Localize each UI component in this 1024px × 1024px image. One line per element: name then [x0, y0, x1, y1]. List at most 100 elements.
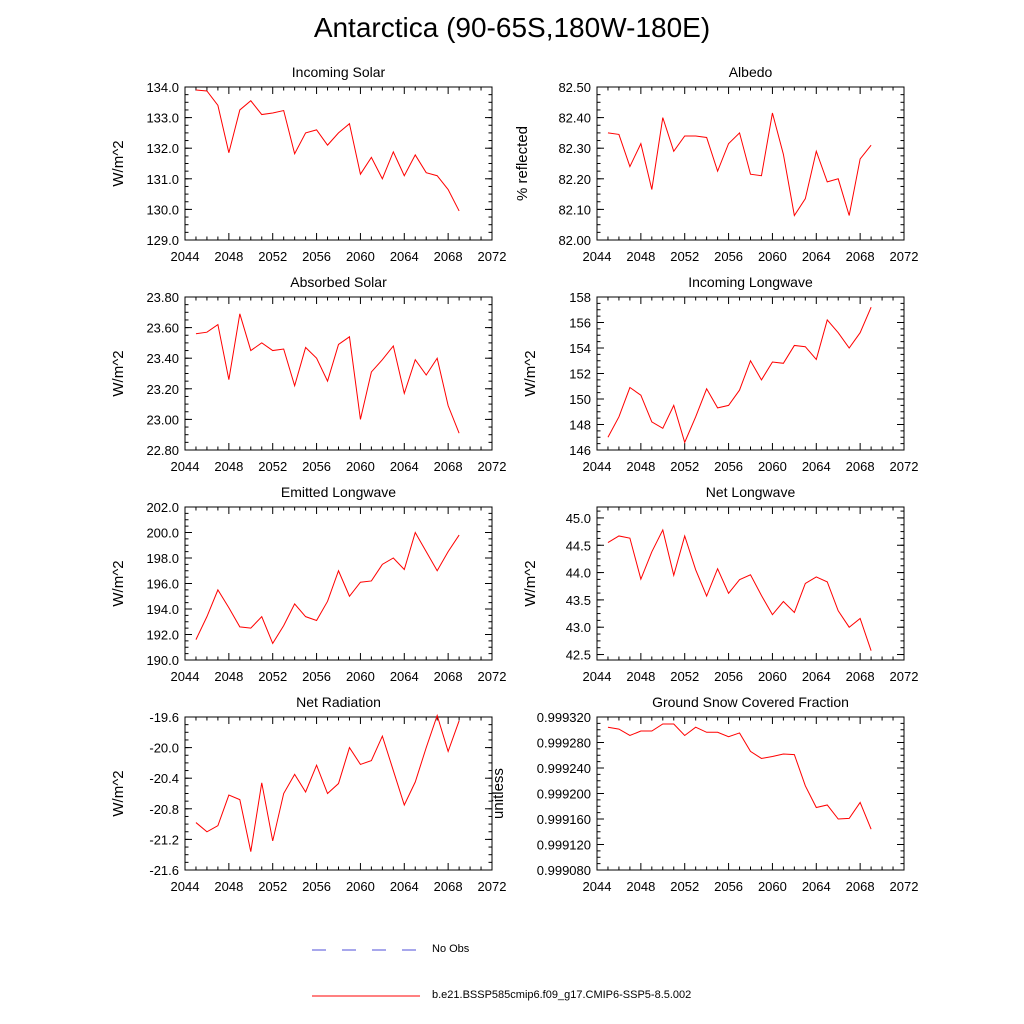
y-tick-label: 0.999160: [537, 812, 591, 827]
panel-7: Net Radiation 2044 2048 2052 2056 2060 2064 206…: [110, 694, 506, 894]
panel-title: Incoming Solar: [292, 64, 386, 80]
y-tick-label: 22.80: [146, 443, 179, 458]
x-tick-label: 2072: [890, 459, 919, 474]
x-tick-label: 2052: [670, 249, 699, 264]
panel-3: Absorbed Solar 2044 2048 2052 2056 2060 2064 20…: [110, 274, 506, 474]
x-tick-label: 2044: [171, 459, 200, 474]
panel-4: Incoming Longwave 2044 2048 2052 2056 2060 206…: [522, 274, 918, 474]
y-tick-label: -19.6: [149, 710, 179, 725]
x-tick-label: 2056: [302, 669, 331, 684]
plot-frame: [596, 506, 905, 661]
y-tick-label: 146: [569, 443, 591, 458]
x-tick-label: 2072: [478, 249, 507, 264]
y-tick-label: 23.80: [146, 290, 179, 305]
y-tick-label: 194.0: [146, 602, 179, 617]
x-tick-label: 2044: [583, 459, 612, 474]
x-tick-label: 2048: [626, 459, 655, 474]
x-tick-label: 2052: [670, 879, 699, 894]
panel-1: Incoming Solar 2044 2048 2052 2056 2060 2064 20…: [110, 64, 506, 264]
y-tick-label: 23.60: [146, 321, 179, 336]
plot-frame: [596, 86, 905, 241]
x-tick-label: 2072: [478, 879, 507, 894]
x-tick-label: 2056: [302, 459, 331, 474]
x-tick-label: 2072: [890, 669, 919, 684]
y-tick-label: -21.2: [149, 832, 179, 847]
plot-frame: [596, 716, 905, 871]
y-tick-label: 0.999200: [537, 787, 591, 802]
panel-title: Net Radiation: [296, 694, 381, 710]
y-axis-label: % reflected: [514, 126, 531, 201]
x-tick-label: 2064: [390, 879, 419, 894]
y-tick-label: 42.5: [566, 648, 591, 663]
x-tick-label: 2068: [846, 879, 875, 894]
y-axis-label: W/m^2: [110, 560, 127, 606]
panel-title: Emitted Longwave: [281, 484, 396, 500]
y-tick-label: 0.999120: [537, 838, 591, 853]
series-line-1: [607, 723, 872, 830]
y-tick-label: 198.0: [146, 551, 179, 566]
x-tick-label: 2052: [258, 669, 287, 684]
panel-title: Net Longwave: [706, 484, 796, 500]
x-tick-label: 2052: [670, 459, 699, 474]
panel-6: Net Longwave 2044 2048 2052 2056 2060 2064 2068…: [522, 484, 918, 684]
y-tick-label: 0.999240: [537, 761, 591, 776]
panel-5: Emitted Longwave 2044 2048 2052 2056 2060 2064…: [110, 484, 506, 684]
y-tick-label: -20.8: [149, 802, 179, 817]
panel-title: Absorbed Solar: [290, 274, 387, 290]
x-tick-label: 2060: [758, 879, 787, 894]
y-tick-label: 154: [569, 341, 591, 356]
x-tick-label: 2052: [258, 249, 287, 264]
x-tick-label: 2060: [346, 249, 375, 264]
y-tick-label: 0.999280: [537, 736, 591, 751]
plot-frame: [184, 296, 493, 451]
plot-frame: [184, 86, 493, 241]
x-tick-label: 2056: [714, 459, 743, 474]
x-tick-label: 2072: [890, 249, 919, 264]
x-tick-label: 2068: [846, 669, 875, 684]
x-tick-label: 2060: [758, 459, 787, 474]
panel-2: Albedo 2044 2048 2052 2056 2060 2064 2068 2072 82…: [514, 64, 918, 264]
y-tick-label: 134.0: [146, 80, 179, 95]
x-tick-label: 2044: [583, 669, 612, 684]
x-tick-label: 2060: [346, 879, 375, 894]
x-tick-label: 2056: [714, 879, 743, 894]
y-tick-label: 82.20: [558, 172, 591, 187]
x-tick-label: 2052: [258, 879, 287, 894]
y-tick-label: 152: [569, 367, 591, 382]
y-tick-label: 43.0: [566, 620, 591, 635]
panel-title: Albedo: [729, 64, 773, 80]
y-tick-label: -20.0: [149, 741, 179, 756]
x-tick-label: 2056: [714, 249, 743, 264]
x-tick-label: 2052: [670, 669, 699, 684]
y-tick-label: 82.50: [558, 80, 591, 95]
x-tick-label: 2048: [214, 459, 243, 474]
x-tick-label: 2060: [758, 669, 787, 684]
y-axis-label: W/m^2: [110, 770, 127, 816]
y-tick-label: 23.00: [146, 412, 179, 427]
series-line-1: [195, 89, 460, 212]
y-tick-label: 192.0: [146, 628, 179, 643]
x-tick-label: 2068: [434, 459, 463, 474]
x-tick-label: 2044: [583, 879, 612, 894]
x-tick-label: 2044: [583, 249, 612, 264]
series-line-1: [195, 531, 460, 645]
x-tick-label: 2064: [802, 879, 831, 894]
x-tick-label: 2064: [802, 459, 831, 474]
x-tick-label: 2056: [302, 879, 331, 894]
x-tick-label: 2060: [346, 669, 375, 684]
y-tick-label: 44.0: [566, 566, 591, 581]
y-tick-label: -20.4: [149, 771, 179, 786]
y-tick-label: 43.5: [566, 593, 591, 608]
figure-title: Antarctica (90-65S,180W-180E): [313, 12, 711, 43]
y-tick-label: 158: [569, 290, 591, 305]
y-tick-label: 45.0: [566, 511, 591, 526]
series-line-1: [195, 313, 460, 434]
panel-title: Ground Snow Covered Fraction: [652, 694, 849, 710]
y-axis-label: W/m^2: [522, 560, 539, 606]
x-tick-label: 2060: [346, 459, 375, 474]
x-tick-label: 2064: [390, 249, 419, 264]
y-tick-label: 23.20: [146, 382, 179, 397]
y-tick-label: 190.0: [146, 653, 179, 668]
x-tick-label: 2068: [434, 669, 463, 684]
